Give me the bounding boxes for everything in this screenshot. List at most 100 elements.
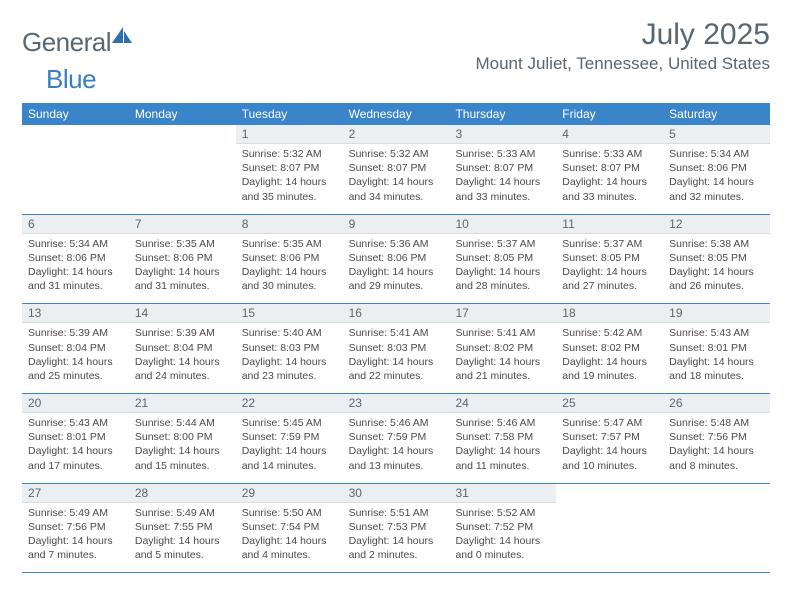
day-cell bbox=[663, 484, 770, 571]
sunrise-text: Sunrise: 5:39 AM bbox=[28, 326, 123, 340]
day-content: Sunrise: 5:47 AMSunset: 7:57 PMDaylight:… bbox=[556, 413, 663, 481]
day-number: 5 bbox=[663, 125, 770, 144]
day-content: Sunrise: 5:36 AMSunset: 8:06 PMDaylight:… bbox=[343, 234, 450, 302]
day-cell: 11Sunrise: 5:37 AMSunset: 8:05 PMDayligh… bbox=[556, 215, 663, 302]
day-cell: 27Sunrise: 5:49 AMSunset: 7:56 PMDayligh… bbox=[22, 484, 129, 571]
daylight-text: Daylight: 14 hours and 10 minutes. bbox=[562, 444, 657, 472]
day-number: 18 bbox=[556, 304, 663, 323]
day-number: 4 bbox=[556, 125, 663, 144]
sunset-text: Sunset: 8:06 PM bbox=[28, 251, 123, 265]
sunset-text: Sunset: 8:06 PM bbox=[349, 251, 444, 265]
day-content: Sunrise: 5:41 AMSunset: 8:03 PMDaylight:… bbox=[343, 323, 450, 391]
day-header-thursday: Thursday bbox=[449, 103, 556, 125]
sunrise-text: Sunrise: 5:49 AM bbox=[135, 506, 230, 520]
day-cell: 31Sunrise: 5:52 AMSunset: 7:52 PMDayligh… bbox=[449, 484, 556, 571]
sunset-text: Sunset: 7:59 PM bbox=[349, 430, 444, 444]
sunrise-text: Sunrise: 5:37 AM bbox=[455, 237, 550, 251]
sunrise-text: Sunrise: 5:47 AM bbox=[562, 416, 657, 430]
sunrise-text: Sunrise: 5:36 AM bbox=[349, 237, 444, 251]
sunrise-text: Sunrise: 5:32 AM bbox=[242, 147, 337, 161]
day-content: Sunrise: 5:48 AMSunset: 7:56 PMDaylight:… bbox=[663, 413, 770, 481]
daylight-text: Daylight: 14 hours and 19 minutes. bbox=[562, 355, 657, 383]
sunrise-text: Sunrise: 5:51 AM bbox=[349, 506, 444, 520]
title-block: July 2025 Mount Juliet, Tennessee, Unite… bbox=[475, 18, 770, 74]
sunrise-text: Sunrise: 5:46 AM bbox=[349, 416, 444, 430]
sunset-text: Sunset: 8:07 PM bbox=[349, 161, 444, 175]
sunrise-text: Sunrise: 5:37 AM bbox=[562, 237, 657, 251]
day-content: Sunrise: 5:49 AMSunset: 7:55 PMDaylight:… bbox=[129, 503, 236, 571]
day-header-saturday: Saturday bbox=[663, 103, 770, 125]
sunset-text: Sunset: 7:52 PM bbox=[455, 520, 550, 534]
day-cell: 16Sunrise: 5:41 AMSunset: 8:03 PMDayligh… bbox=[343, 304, 450, 391]
day-number: 30 bbox=[343, 484, 450, 503]
day-content: Sunrise: 5:35 AMSunset: 8:06 PMDaylight:… bbox=[129, 234, 236, 302]
day-content: Sunrise: 5:50 AMSunset: 7:54 PMDaylight:… bbox=[236, 503, 343, 571]
day-cell: 6Sunrise: 5:34 AMSunset: 8:06 PMDaylight… bbox=[22, 215, 129, 302]
sunrise-text: Sunrise: 5:33 AM bbox=[455, 147, 550, 161]
sunset-text: Sunset: 8:04 PM bbox=[28, 341, 123, 355]
day-cell: 13Sunrise: 5:39 AMSunset: 8:04 PMDayligh… bbox=[22, 304, 129, 391]
sunrise-text: Sunrise: 5:40 AM bbox=[242, 326, 337, 340]
brand-logo: General bbox=[22, 18, 135, 59]
daylight-text: Daylight: 14 hours and 27 minutes. bbox=[562, 265, 657, 293]
day-number: 17 bbox=[449, 304, 556, 323]
day-number: 7 bbox=[129, 215, 236, 234]
day-number: 21 bbox=[129, 394, 236, 413]
day-cell: 4Sunrise: 5:33 AMSunset: 8:07 PMDaylight… bbox=[556, 125, 663, 212]
day-content: Sunrise: 5:51 AMSunset: 7:53 PMDaylight:… bbox=[343, 503, 450, 571]
daylight-text: Daylight: 14 hours and 4 minutes. bbox=[242, 534, 337, 562]
sunrise-text: Sunrise: 5:45 AM bbox=[242, 416, 337, 430]
day-cell: 15Sunrise: 5:40 AMSunset: 8:03 PMDayligh… bbox=[236, 304, 343, 391]
day-number: 6 bbox=[22, 215, 129, 234]
day-number: 12 bbox=[663, 215, 770, 234]
daylight-text: Daylight: 14 hours and 7 minutes. bbox=[28, 534, 123, 562]
day-cell: 19Sunrise: 5:43 AMSunset: 8:01 PMDayligh… bbox=[663, 304, 770, 391]
sunrise-text: Sunrise: 5:35 AM bbox=[242, 237, 337, 251]
sunset-text: Sunset: 7:54 PM bbox=[242, 520, 337, 534]
daylight-text: Daylight: 14 hours and 13 minutes. bbox=[349, 444, 444, 472]
day-content bbox=[22, 130, 129, 194]
day-content: Sunrise: 5:43 AMSunset: 8:01 PMDaylight:… bbox=[663, 323, 770, 391]
brand-sail-icon bbox=[111, 26, 133, 49]
day-number: 11 bbox=[556, 215, 663, 234]
daylight-text: Daylight: 14 hours and 5 minutes. bbox=[135, 534, 230, 562]
day-number: 28 bbox=[129, 484, 236, 503]
sunrise-text: Sunrise: 5:32 AM bbox=[349, 147, 444, 161]
sunrise-text: Sunrise: 5:52 AM bbox=[455, 506, 550, 520]
day-number: 23 bbox=[343, 394, 450, 413]
week-row: 27Sunrise: 5:49 AMSunset: 7:56 PMDayligh… bbox=[22, 484, 770, 571]
day-number: 20 bbox=[22, 394, 129, 413]
sunrise-text: Sunrise: 5:43 AM bbox=[28, 416, 123, 430]
day-content: Sunrise: 5:34 AMSunset: 8:06 PMDaylight:… bbox=[663, 144, 770, 212]
daylight-text: Daylight: 14 hours and 30 minutes. bbox=[242, 265, 337, 293]
daylight-text: Daylight: 14 hours and 25 minutes. bbox=[28, 355, 123, 383]
daylight-text: Daylight: 14 hours and 8 minutes. bbox=[669, 444, 764, 472]
sunrise-text: Sunrise: 5:33 AM bbox=[562, 147, 657, 161]
sunset-text: Sunset: 8:01 PM bbox=[28, 430, 123, 444]
day-content: Sunrise: 5:37 AMSunset: 8:05 PMDaylight:… bbox=[449, 234, 556, 302]
day-content: Sunrise: 5:39 AMSunset: 8:04 PMDaylight:… bbox=[129, 323, 236, 391]
daylight-text: Daylight: 14 hours and 33 minutes. bbox=[562, 175, 657, 203]
day-content bbox=[556, 489, 663, 553]
sunset-text: Sunset: 8:06 PM bbox=[242, 251, 337, 265]
day-number: 31 bbox=[449, 484, 556, 503]
sunrise-text: Sunrise: 5:48 AM bbox=[669, 416, 764, 430]
sunrise-text: Sunrise: 5:42 AM bbox=[562, 326, 657, 340]
day-cell: 1Sunrise: 5:32 AMSunset: 8:07 PMDaylight… bbox=[236, 125, 343, 212]
sunset-text: Sunset: 8:01 PM bbox=[669, 341, 764, 355]
sunset-text: Sunset: 7:58 PM bbox=[455, 430, 550, 444]
sunset-text: Sunset: 8:04 PM bbox=[135, 341, 230, 355]
week-row: 1Sunrise: 5:32 AMSunset: 8:07 PMDaylight… bbox=[22, 125, 770, 212]
day-number: 19 bbox=[663, 304, 770, 323]
sunset-text: Sunset: 7:53 PM bbox=[349, 520, 444, 534]
brand-text-general: General bbox=[22, 27, 111, 58]
day-number: 15 bbox=[236, 304, 343, 323]
day-cell: 12Sunrise: 5:38 AMSunset: 8:05 PMDayligh… bbox=[663, 215, 770, 302]
day-number: 3 bbox=[449, 125, 556, 144]
daylight-text: Daylight: 14 hours and 28 minutes. bbox=[455, 265, 550, 293]
daylight-text: Daylight: 14 hours and 31 minutes. bbox=[28, 265, 123, 293]
daylight-text: Daylight: 14 hours and 34 minutes. bbox=[349, 175, 444, 203]
sunrise-text: Sunrise: 5:50 AM bbox=[242, 506, 337, 520]
day-cell: 2Sunrise: 5:32 AMSunset: 8:07 PMDaylight… bbox=[343, 125, 450, 212]
day-cell: 9Sunrise: 5:36 AMSunset: 8:06 PMDaylight… bbox=[343, 215, 450, 302]
